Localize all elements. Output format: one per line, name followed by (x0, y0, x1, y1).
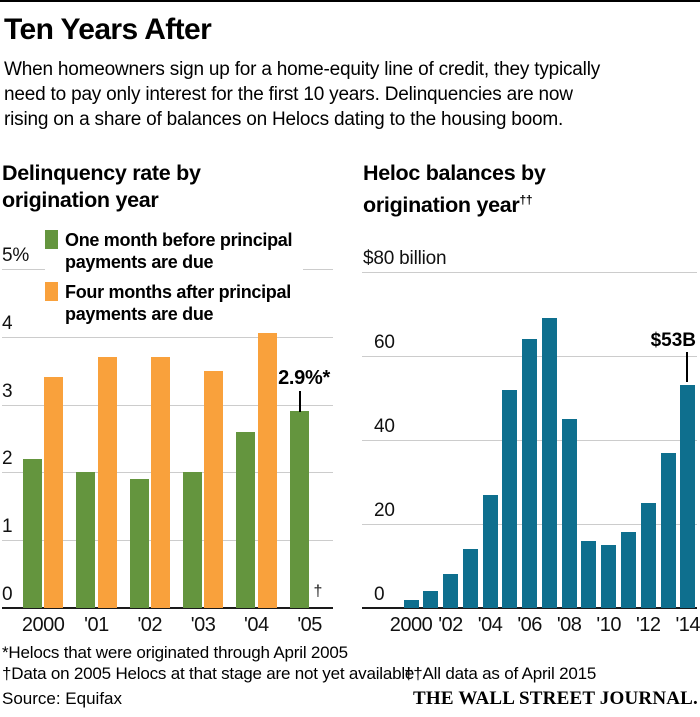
footnote-dagger: †Data on 2005 Helocs at that stage are n… (2, 664, 415, 683)
bar (462, 549, 478, 608)
bar (23, 458, 42, 608)
left-chart-title: Delinquency rate by origination year (2, 160, 201, 214)
balance-annotation: $53B (650, 330, 696, 351)
bar (443, 574, 459, 608)
y-tick-label: 20 (374, 500, 395, 521)
x-tick-label: '06 (517, 614, 542, 636)
green-swatch-icon (45, 230, 58, 249)
x-tick-label: '01 (84, 614, 109, 636)
bar (150, 357, 170, 608)
bar (97, 357, 117, 608)
bar (522, 339, 538, 608)
left-chart-title-text: Delinquency rate by origination year (2, 161, 201, 212)
right-chart-title: Heloc balances by origination year†† (363, 160, 546, 219)
right-chart-title-text: Heloc balances by origination year (363, 161, 546, 218)
x-tick-label: '04 (244, 614, 269, 636)
annotation-pointer-line (299, 391, 301, 412)
x-tick-label: 2000 (21, 614, 65, 636)
bar (561, 419, 577, 608)
gridline (2, 336, 333, 338)
footnote-double-dagger: ††All data as of April 2015 (404, 664, 597, 683)
bar (482, 494, 498, 608)
y-tick-label: 40 (374, 416, 395, 437)
gridline (362, 272, 697, 273)
y-tick-label: 4 (2, 312, 13, 334)
bar (423, 591, 439, 608)
x-tick-label: 2000 (389, 614, 433, 636)
bar (182, 472, 202, 608)
bar (601, 545, 617, 608)
bar (76, 472, 96, 608)
page-subtitle: When homeowners sign up for a home-equit… (4, 59, 601, 130)
missing-data-dagger: † (313, 583, 323, 600)
x-axis-line (362, 607, 697, 609)
bar (581, 540, 597, 608)
bar (44, 377, 64, 608)
y-tick-label: $80 billion (363, 248, 447, 269)
bar (289, 411, 309, 608)
x-axis-line (2, 607, 333, 609)
y-tick-label: 2 (2, 448, 13, 470)
bar (680, 385, 696, 608)
legend-label: Four months after principal payments are… (65, 282, 291, 324)
bar (257, 323, 277, 608)
x-tick-label: '03 (190, 614, 216, 636)
y-tick-label: 5% (2, 245, 30, 266)
bar (660, 452, 676, 608)
orange-swatch-icon (45, 282, 58, 301)
x-tick-label: '04 (477, 614, 503, 636)
x-tick-label: '08 (556, 614, 582, 636)
legend: One month before principal payments are … (45, 229, 303, 333)
x-tick-label: '02 (438, 614, 463, 636)
legend-item-four-months: Four months after principal payments are… (45, 281, 303, 325)
right-chart-title-daggers: †† (519, 193, 533, 207)
annotation-pointer-line (686, 352, 688, 382)
x-tick-label: '05 (297, 614, 322, 636)
y-tick-label: 3 (2, 380, 13, 402)
x-tick-label: '10 (596, 614, 621, 636)
top-rule (0, 0, 700, 2)
y-tick-label: 1 (2, 516, 13, 538)
source-line: Source: Equifax (2, 689, 123, 708)
y-tick-label: 60 (374, 332, 395, 353)
x-tick-label: '14 (675, 614, 700, 636)
footnote-asterisk: *Helocs that were originated through Apr… (2, 643, 348, 662)
y-tick-label: 0 (374, 584, 385, 605)
bar (236, 431, 256, 608)
x-tick-label: '12 (635, 614, 661, 636)
y-tick-label: 0 (2, 584, 13, 605)
legend-item-one-month: One month before principal payments are … (45, 229, 303, 273)
x-tick-label: '02 (137, 614, 163, 636)
delinquency-annotation: 2.9%* (278, 367, 330, 389)
bar (541, 318, 557, 608)
bar (129, 479, 149, 608)
wsj-logotype: THE WALL STREET JOURNAL. (413, 688, 698, 709)
bar (204, 370, 224, 608)
legend-label: One month before principal payments are … (65, 230, 293, 272)
bar (620, 532, 636, 608)
bar (502, 389, 518, 608)
page-title: Ten Years After (4, 13, 212, 46)
bar (403, 599, 419, 608)
bar (640, 503, 656, 608)
